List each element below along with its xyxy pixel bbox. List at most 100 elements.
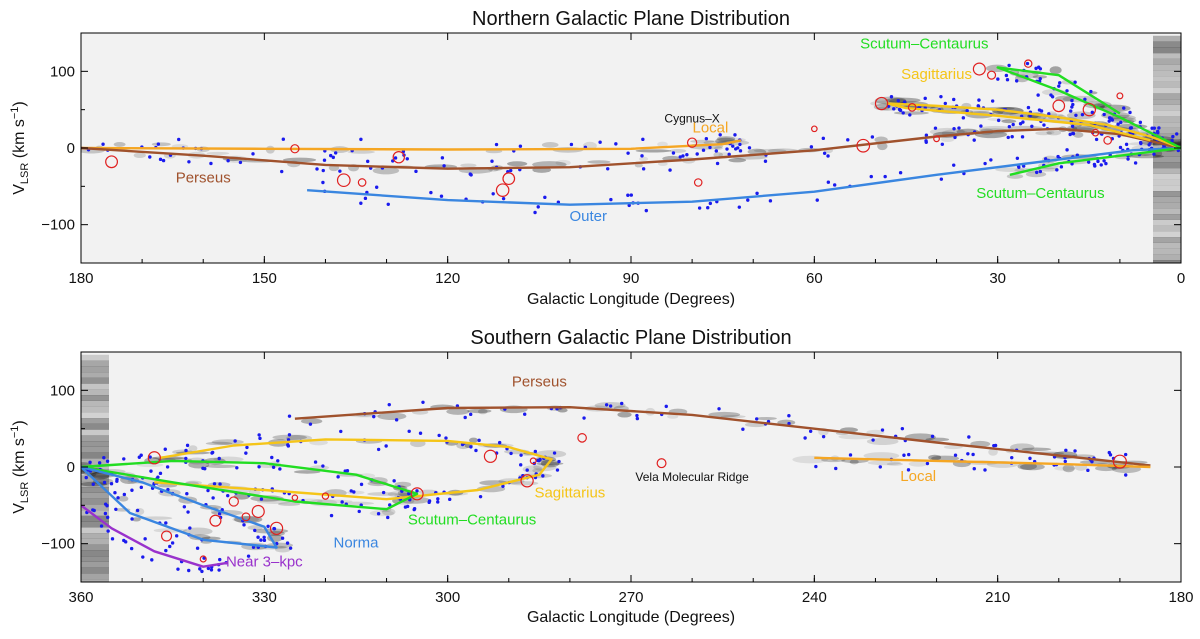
maser-point <box>281 137 286 141</box>
emission-blob <box>467 408 492 414</box>
maser-point <box>834 466 838 471</box>
emission-blob <box>1153 237 1181 243</box>
emission-blob <box>468 437 479 443</box>
maser-point <box>924 133 929 137</box>
maser-point <box>143 537 147 541</box>
emission-blob <box>940 136 955 142</box>
maser-point <box>343 469 347 473</box>
maser-point <box>892 107 896 111</box>
maser-point <box>846 138 850 142</box>
maser-point <box>907 452 911 457</box>
maser-point <box>122 457 126 461</box>
red-source-marker <box>228 496 239 507</box>
emission-blob <box>272 434 307 441</box>
maser-point <box>209 161 213 166</box>
red-source-marker <box>856 138 871 153</box>
panel-northern: Local Perseus Outer Sagittarius Scutum–Centa… <box>9 8 1185 308</box>
maser-point <box>746 198 750 202</box>
maser-point <box>889 95 894 99</box>
y-tick-label: 100 <box>50 382 75 399</box>
emission-blob <box>81 366 109 373</box>
maser-point <box>787 421 791 426</box>
emission-blob <box>1153 225 1181 232</box>
maser-point <box>129 546 134 551</box>
emission-blob <box>1153 35 1181 42</box>
maser-point <box>966 452 970 456</box>
red-source-marker <box>291 494 299 501</box>
maser-point <box>139 485 144 490</box>
arm-line-local <box>81 139 742 151</box>
emission-blob <box>522 465 543 473</box>
maser-point <box>533 449 538 454</box>
emission-blob <box>1153 191 1181 197</box>
arm-label: Near 3–kpc <box>226 554 303 571</box>
emission-blob <box>1020 463 1045 471</box>
emission-blob <box>943 444 963 450</box>
emission-blob <box>1153 231 1181 238</box>
red-source-marker <box>986 70 997 80</box>
maser-point <box>372 414 376 419</box>
maser-point <box>993 443 998 448</box>
maser-point <box>736 146 740 150</box>
emission-blob <box>1153 214 1181 220</box>
maser-point <box>187 160 191 164</box>
maser-point <box>246 554 251 558</box>
arm-line-scutum-centaurus <box>81 459 419 511</box>
emission-blob <box>247 525 263 531</box>
arm-line-perseus <box>81 127 1181 170</box>
red-source-marker <box>972 62 986 76</box>
maser-point <box>242 523 246 527</box>
maser-point <box>1102 112 1106 117</box>
emission-blob <box>863 452 900 460</box>
emission-blob <box>460 163 477 168</box>
maser-point <box>359 201 363 205</box>
maser-point <box>1128 126 1133 130</box>
maser-point <box>509 168 513 173</box>
maser-point <box>1007 63 1011 68</box>
red-source-marker <box>656 458 667 469</box>
emission-blob <box>81 406 109 413</box>
maser-point <box>376 512 381 516</box>
maser-point <box>896 99 900 103</box>
maser-point <box>164 521 168 525</box>
x-tick-label: 30 <box>989 270 1006 287</box>
red-source-marker <box>161 530 173 542</box>
emission-blob <box>446 408 470 415</box>
maser-point <box>1086 468 1090 473</box>
maser-point <box>727 152 731 157</box>
maser-point <box>1073 80 1077 84</box>
maser-point <box>1065 148 1069 152</box>
maser-point <box>386 515 390 520</box>
maser-point <box>1152 126 1157 130</box>
maser-point <box>333 151 338 155</box>
maser-point <box>258 436 262 441</box>
emission-blob <box>885 97 921 103</box>
maser-point <box>878 465 882 469</box>
arm-label: Vela Molecular Ridge <box>635 470 749 484</box>
maser-point <box>543 195 547 200</box>
arm-label: Norma <box>333 535 379 552</box>
red-source-marker <box>290 144 300 154</box>
maser-point <box>158 157 163 162</box>
emission-blob <box>893 111 929 115</box>
maser-point <box>604 403 609 407</box>
maser-point <box>1070 98 1074 103</box>
maser-point <box>1171 134 1175 139</box>
emission-blob <box>387 491 413 498</box>
maser-point <box>1069 109 1073 113</box>
emission-blob <box>81 579 109 582</box>
maser-point <box>256 535 260 539</box>
maser-point <box>1010 455 1014 460</box>
emission-blob <box>555 159 571 166</box>
maser-point <box>110 537 115 541</box>
maser-point <box>429 190 433 195</box>
maser-point <box>685 153 689 157</box>
maser-point <box>174 534 179 538</box>
maser-point <box>288 546 293 550</box>
maser-point <box>1038 77 1042 81</box>
maser-point <box>105 504 109 508</box>
maser-point <box>1147 143 1151 147</box>
maser-point <box>116 496 120 500</box>
emission-blob <box>1153 162 1181 169</box>
maser-point <box>569 142 574 147</box>
